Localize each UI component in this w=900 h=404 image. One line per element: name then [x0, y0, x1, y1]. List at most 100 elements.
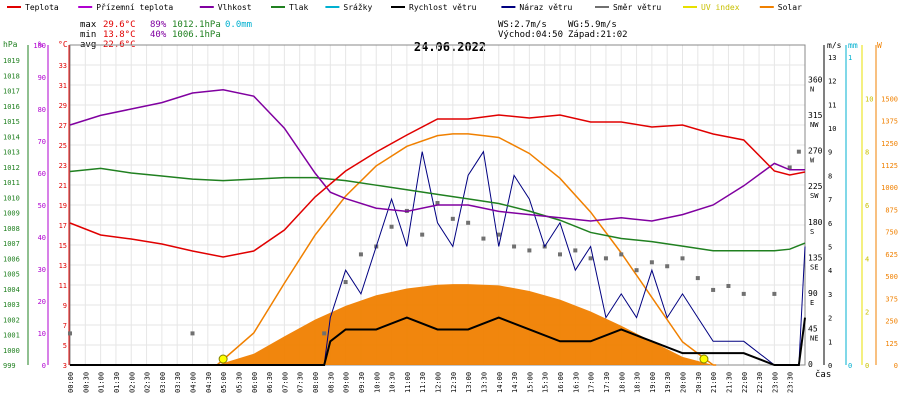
series-direction-point — [466, 220, 471, 225]
axis-rain-unit: mm — [848, 41, 858, 50]
x-tick-label: 16:30 — [572, 372, 580, 393]
x-axis-label: čas — [815, 369, 831, 380]
x-tick-label: 19:00 — [649, 372, 657, 393]
series-direction-point — [450, 216, 455, 221]
axis-direction-tick: 180 — [808, 218, 823, 227]
x-tick-label: 07:00 — [281, 372, 289, 393]
axis-temperature-tick: 25 — [59, 142, 67, 150]
axis-temperature-tick: 27 — [59, 122, 67, 130]
series-direction-point — [343, 280, 348, 285]
axis-uv-tick: 4 — [865, 255, 869, 263]
series-direction-point — [772, 291, 777, 296]
stats-min-label: min — [80, 30, 96, 40]
x-tick-label: 18:00 — [618, 372, 626, 393]
series-direction-point — [711, 287, 716, 292]
series-direction-point — [588, 256, 593, 261]
axis-direction-tick: 360 — [808, 76, 823, 85]
series-direction-point — [512, 244, 517, 249]
x-tick-label: 21:30 — [725, 372, 733, 393]
x-tick-label: 09:30 — [358, 372, 366, 393]
axis-solar-tick: 1125 — [881, 162, 898, 170]
series-temperature-line — [69, 114, 806, 258]
series-direction-point — [481, 236, 486, 241]
x-tick-label: 09:00 — [343, 372, 351, 393]
axis-pressure-tick: 1006 — [3, 255, 20, 263]
series-pressure-line — [69, 167, 806, 252]
x-tick-label: 06:00 — [251, 372, 259, 393]
axis-wind-tick: 1 — [828, 338, 832, 346]
axis-pressure-tick: 1008 — [3, 225, 20, 233]
series-direction-point — [68, 331, 72, 336]
axis-direction-cardinal: S — [810, 228, 814, 236]
axis-temperature-tick: 11 — [59, 282, 67, 290]
series-direction-point — [527, 248, 532, 253]
stats-max-rain: 0.0mm — [225, 20, 252, 30]
axis-wind-tick: 0 — [828, 362, 832, 370]
axis-direction-tick: 90 — [808, 289, 818, 298]
axis-solar-tick: 1000 — [881, 184, 898, 192]
axis-solar-tick: 750 — [885, 229, 898, 237]
axis-temperature-unit: °C — [58, 40, 68, 49]
series-direction-point — [496, 232, 501, 237]
series-uv-point — [699, 354, 709, 364]
axis-pressure-tick: 1015 — [3, 118, 20, 126]
axis-solar-unit: W — [877, 41, 882, 50]
x-tick-label: 16:00 — [557, 372, 565, 393]
x-tick-label: 05:30 — [235, 372, 243, 393]
axis-pressure-tick: 1017 — [3, 88, 20, 96]
axis-temperature-tick: 9 — [63, 302, 67, 310]
x-tick-label: 00:30 — [82, 372, 90, 393]
axis-pressure-tick: 1016 — [3, 103, 20, 111]
axis-rain-tick: 1 — [848, 54, 852, 62]
axis-temperature-tick: 31 — [59, 82, 67, 90]
axis-humidity-unit: % — [38, 40, 43, 49]
series-uv-point — [218, 354, 228, 364]
axis-uv-tick: 6 — [865, 202, 869, 210]
axis-solar-tick: 1500 — [881, 95, 898, 103]
axis-pressure-tick: 1013 — [3, 149, 20, 157]
series-direction-point — [680, 256, 685, 261]
series-humidity-line — [69, 89, 805, 222]
plot-area — [68, 89, 806, 366]
axis-pressure-tick: 1010 — [3, 194, 20, 202]
series-solar-area — [217, 284, 717, 365]
legend-label-0: Teplota — [25, 3, 59, 12]
stats-max-temp: 29.6°C — [103, 20, 136, 30]
axis-pressure-tick: 1011 — [3, 179, 20, 187]
legend-label-5: Rychlost větru — [409, 3, 477, 12]
series-direction-point — [603, 256, 608, 261]
x-tick-label: 18:30 — [634, 372, 642, 393]
axis-humidity-tick: 10 — [38, 330, 46, 338]
x-tick-label: 12:30 — [450, 372, 458, 393]
axis-humidity-tick: 70 — [38, 138, 46, 146]
x-tick-label: 22:30 — [756, 372, 764, 393]
x-tick-label: 21:00 — [710, 372, 718, 393]
axis-uv-tick: 8 — [865, 149, 869, 157]
stats-sunrise: Východ:04:50 — [498, 30, 563, 40]
axis-wind-tick: 8 — [828, 172, 832, 180]
series-direction-point — [322, 331, 327, 336]
axis-temperature-tick: 19 — [59, 202, 67, 210]
x-tick-label: 14:00 — [496, 372, 504, 393]
stats-min-hum: 40% — [150, 30, 167, 40]
axis-solar-tick: 500 — [885, 273, 898, 281]
x-tick-label: 15:00 — [526, 372, 534, 393]
axis-direction-tick: 225 — [808, 182, 823, 191]
axis-temperature-tick: 33 — [59, 62, 67, 70]
axis-wind-tick: 2 — [828, 315, 832, 323]
x-tick-label: 04:00 — [190, 372, 198, 393]
axis-direction-cardinal: SE — [810, 263, 818, 271]
x-tick-label: 17:00 — [588, 372, 596, 393]
series-wind-line — [70, 316, 806, 366]
x-tick-label: 23:00 — [771, 372, 779, 393]
axis-direction-cardinal: W — [810, 157, 815, 165]
axis-pressure-tick: 1004 — [3, 286, 20, 294]
axis-uv-tick: 10 — [865, 95, 873, 103]
axis-temperature-tick: 3 — [63, 362, 67, 370]
axis-solar-tick: 875 — [885, 206, 898, 214]
legend-label-2: Vlhkost — [218, 3, 252, 12]
axis-direction-cardinal: NE — [810, 334, 818, 342]
axis-pressure-unit: hPa — [3, 40, 18, 49]
axis-rain-tick: 0 — [848, 362, 852, 370]
